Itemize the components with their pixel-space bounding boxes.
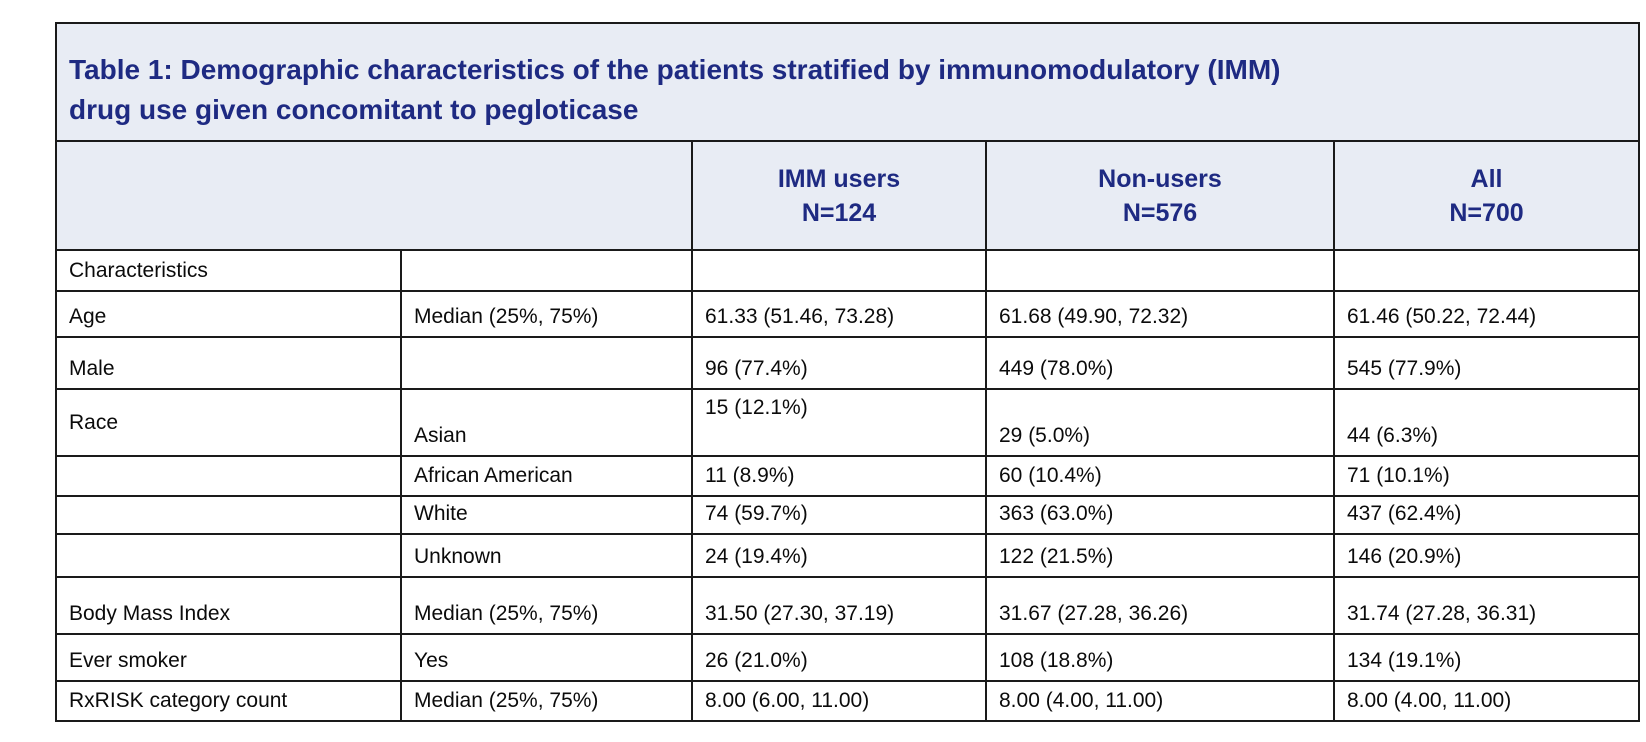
column-header-all: All N=700 — [1332, 140, 1641, 251]
cell-statistic-label: Median (25%, 75%) — [400, 576, 693, 635]
cell-statistic-label: African American — [400, 455, 693, 497]
cell-imm-value: 74 (59.7%) — [691, 495, 987, 535]
demographics-table: Table 1: Demographic characteristics of … — [54, 22, 1641, 722]
cell-statistic-label: White — [400, 495, 693, 535]
cell-all-value: 146 (20.9%) — [1332, 533, 1641, 578]
column-header-row: IMM users N=124 Non-users N=576 All N=70… — [55, 140, 1641, 251]
table-row-ever-smoker: Ever smoker Yes 26 (21.0%) 108 (18.8%) 1… — [55, 633, 1641, 682]
cell-characteristic-label — [55, 455, 402, 497]
cell-imm-value: 24 (19.4%) — [691, 533, 987, 578]
column-header-non-users-group: Non-users — [1098, 164, 1222, 193]
table-row-race-asian: Race Asian 15 (12.1%) 29 (5.0%) 44 (6.3%… — [55, 388, 1641, 457]
cell-all-value: 71 (10.1%) — [1332, 455, 1641, 497]
column-header-imm-users-group: IMM users — [777, 164, 901, 193]
cell-statistic-label — [400, 249, 693, 292]
cell-all-value: 44 (6.3%) — [1332, 388, 1641, 457]
column-header-non-users-n: N=576 — [1122, 198, 1198, 227]
table-row-body-mass-index: Body Mass Index Median (25%, 75%) 31.50 … — [55, 576, 1641, 635]
table-row-male: Male 96 (77.4%) 449 (78.0%) 545 (77.9%) — [55, 336, 1641, 390]
cell-non-users-value: 60 (10.4%) — [985, 455, 1335, 497]
table-row-race-white: White 74 (59.7%) 363 (63.0%) 437 (62.4%) — [55, 495, 1641, 535]
cell-imm-value: 26 (21.0%) — [691, 633, 987, 682]
cell-statistic-label: Median (25%, 75%) — [400, 290, 693, 338]
cell-imm-value: 61.33 (51.46, 73.28) — [691, 290, 987, 338]
column-header-imm-users-n: N=124 — [801, 198, 877, 227]
table-row-race-unknown: Unknown 24 (19.4%) 122 (21.5%) 146 (20.9… — [55, 533, 1641, 578]
header-spacer-cell — [55, 140, 693, 251]
cell-imm-value: 15 (12.1%) — [691, 388, 987, 457]
column-header-all-group: All — [1470, 164, 1503, 193]
cell-characteristic-label: Male — [55, 336, 402, 390]
table-title-line2: drug use given concomitant to pegloticas… — [69, 94, 639, 125]
column-header-imm-users: IMM users N=124 — [691, 140, 987, 251]
table-title-cell: Table 1: Demographic characteristics of … — [54, 22, 1641, 142]
cell-non-users-value: 108 (18.8%) — [985, 633, 1335, 682]
cell-non-users-value: 29 (5.0%) — [985, 388, 1335, 457]
cell-characteristic-label — [55, 495, 402, 535]
cell-non-users-value: 8.00 (4.00, 11.00) — [985, 680, 1335, 722]
column-header-all-n: N=700 — [1449, 198, 1524, 227]
cell-imm-value: 8.00 (6.00, 11.00) — [691, 680, 987, 722]
cell-characteristic-label: Ever smoker — [55, 633, 402, 682]
cell-non-users-value: 449 (78.0%) — [985, 336, 1335, 390]
cell-statistic-label: Median (25%, 75%) — [400, 680, 693, 722]
cell-all-value — [1332, 249, 1641, 292]
cell-statistic-label: Yes — [400, 633, 693, 682]
cell-all-value: 8.00 (4.00, 11.00) — [1332, 680, 1641, 722]
cell-statistic-label: Asian — [400, 388, 693, 457]
cell-imm-value: 31.50 (27.30, 37.19) — [691, 576, 987, 635]
cell-all-value: 437 (62.4%) — [1332, 495, 1641, 535]
cell-characteristic-label — [55, 533, 402, 578]
table-row-age: Age Median (25%, 75%) 61.33 (51.46, 73.2… — [55, 290, 1641, 338]
cell-characteristic-label: Age — [55, 290, 402, 338]
table-row-race-african-american: African American 11 (8.9%) 60 (10.4%) 71… — [55, 455, 1641, 497]
cell-characteristic-label: Race — [55, 388, 402, 457]
cell-non-users-value: 122 (21.5%) — [985, 533, 1335, 578]
cell-all-value: 545 (77.9%) — [1332, 336, 1641, 390]
cell-non-users-value: 61.68 (49.90, 72.32) — [985, 290, 1335, 338]
table-row-rxrisk-category-count: RxRISK category count Median (25%, 75%) … — [55, 680, 1641, 722]
cell-non-users-value: 31.67 (27.28, 36.26) — [985, 576, 1335, 635]
cell-non-users-value — [985, 249, 1335, 292]
cell-characteristic-label: RxRISK category count — [55, 680, 402, 722]
cell-imm-value: 96 (77.4%) — [691, 336, 987, 390]
cell-characteristic-label: Body Mass Index — [55, 576, 402, 635]
cell-statistic-label: Unknown — [400, 533, 693, 578]
table-title-row: Table 1: Demographic characteristics of … — [54, 22, 1641, 142]
cell-all-value: 134 (19.1%) — [1332, 633, 1641, 682]
cell-imm-value: 11 (8.9%) — [691, 455, 987, 497]
table-title-line1: Table 1: Demographic characteristics of … — [69, 54, 1281, 85]
table-row-characteristics: Characteristics — [55, 249, 1641, 292]
cell-imm-value — [691, 249, 987, 292]
cell-all-value: 61.46 (50.22, 72.44) — [1332, 290, 1641, 338]
cell-non-users-value: 363 (63.0%) — [985, 495, 1335, 535]
cell-all-value: 31.74 (27.28, 36.31) — [1332, 576, 1641, 635]
cell-characteristic-label: Characteristics — [55, 249, 402, 292]
column-header-non-users: Non-users N=576 — [985, 140, 1335, 251]
cell-statistic-label — [400, 336, 693, 390]
